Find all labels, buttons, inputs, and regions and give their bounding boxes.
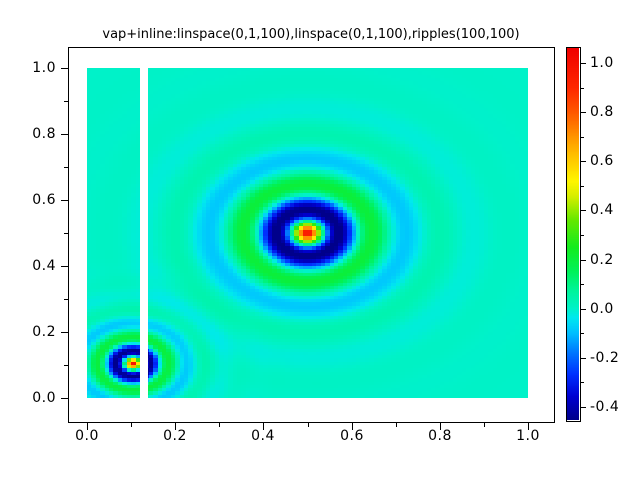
y-major-tick <box>61 332 68 333</box>
colorbar-minor-tick <box>580 284 584 285</box>
x-minor-tick <box>219 423 220 427</box>
heatmap-canvas <box>87 68 528 398</box>
colorbar-tick-label: 0.8 <box>590 104 614 120</box>
colorbar-major-tick <box>580 407 586 408</box>
y-tick-label: 0.0 <box>32 390 56 406</box>
x-major-tick <box>87 423 88 430</box>
x-tick-label: 0.6 <box>340 428 364 444</box>
colorbar-minor-tick <box>580 235 584 236</box>
y-tick-label: 0.4 <box>32 258 56 274</box>
y-minor-tick <box>64 299 68 300</box>
y-major-tick <box>61 398 68 399</box>
y-tick-label: 0.6 <box>32 192 56 208</box>
x-tick-label: 1.0 <box>516 428 540 444</box>
colorbar-tick-label: -0.2 <box>590 350 620 366</box>
plot-frame <box>68 47 555 423</box>
x-minor-tick <box>308 423 309 427</box>
y-major-tick <box>61 266 68 267</box>
colorbar-major-tick <box>580 358 586 359</box>
colorbar-tick-label: 1.0 <box>590 55 614 71</box>
colorbar-tick-label: 0.4 <box>590 202 614 218</box>
y-major-tick <box>61 134 68 135</box>
x-tick-label: 0.0 <box>75 428 99 444</box>
y-tick-label: 0.2 <box>32 324 56 340</box>
colorbar-tick-label: -0.4 <box>590 399 620 415</box>
y-minor-tick <box>64 101 68 102</box>
colorbar-minor-tick <box>580 333 584 334</box>
missing-data-band <box>140 68 148 398</box>
x-major-tick <box>263 423 264 430</box>
chart-title: vap+inline:linspace(0,1,100),linspace(0,… <box>102 27 520 42</box>
colorbar-minor-tick <box>580 382 584 383</box>
colorbar-major-tick <box>580 112 586 113</box>
colorbar-major-tick <box>580 63 586 64</box>
x-tick-label: 0.2 <box>163 428 187 444</box>
colorbar-tick-label: 0.0 <box>590 301 614 317</box>
colorbar-major-tick <box>580 309 586 310</box>
colorbar-major-tick <box>580 210 586 211</box>
y-minor-tick <box>64 233 68 234</box>
x-tick-label: 0.4 <box>251 428 275 444</box>
y-minor-tick <box>64 167 68 168</box>
y-tick-label: 1.0 <box>32 60 56 76</box>
colorbar-frame <box>566 47 581 422</box>
y-tick-label: 0.8 <box>32 126 56 142</box>
y-major-tick <box>61 68 68 69</box>
x-minor-tick <box>396 423 397 427</box>
x-minor-tick <box>484 423 485 427</box>
colorbar-minor-tick <box>580 88 584 89</box>
colorbar-gradient-canvas <box>567 48 579 420</box>
x-major-tick <box>528 423 529 430</box>
colorbar-tick-label: 0.2 <box>590 252 614 268</box>
x-major-tick <box>352 423 353 430</box>
y-major-tick <box>61 200 68 201</box>
colorbar-minor-tick <box>580 137 584 138</box>
y-minor-tick <box>64 365 68 366</box>
colorbar-minor-tick <box>580 186 584 187</box>
colorbar-major-tick <box>580 260 586 261</box>
x-tick-label: 0.8 <box>428 428 452 444</box>
x-major-tick <box>175 423 176 430</box>
colorbar-tick-label: 0.6 <box>590 153 614 169</box>
x-minor-tick <box>131 423 132 427</box>
x-major-tick <box>440 423 441 430</box>
colorbar-major-tick <box>580 161 586 162</box>
